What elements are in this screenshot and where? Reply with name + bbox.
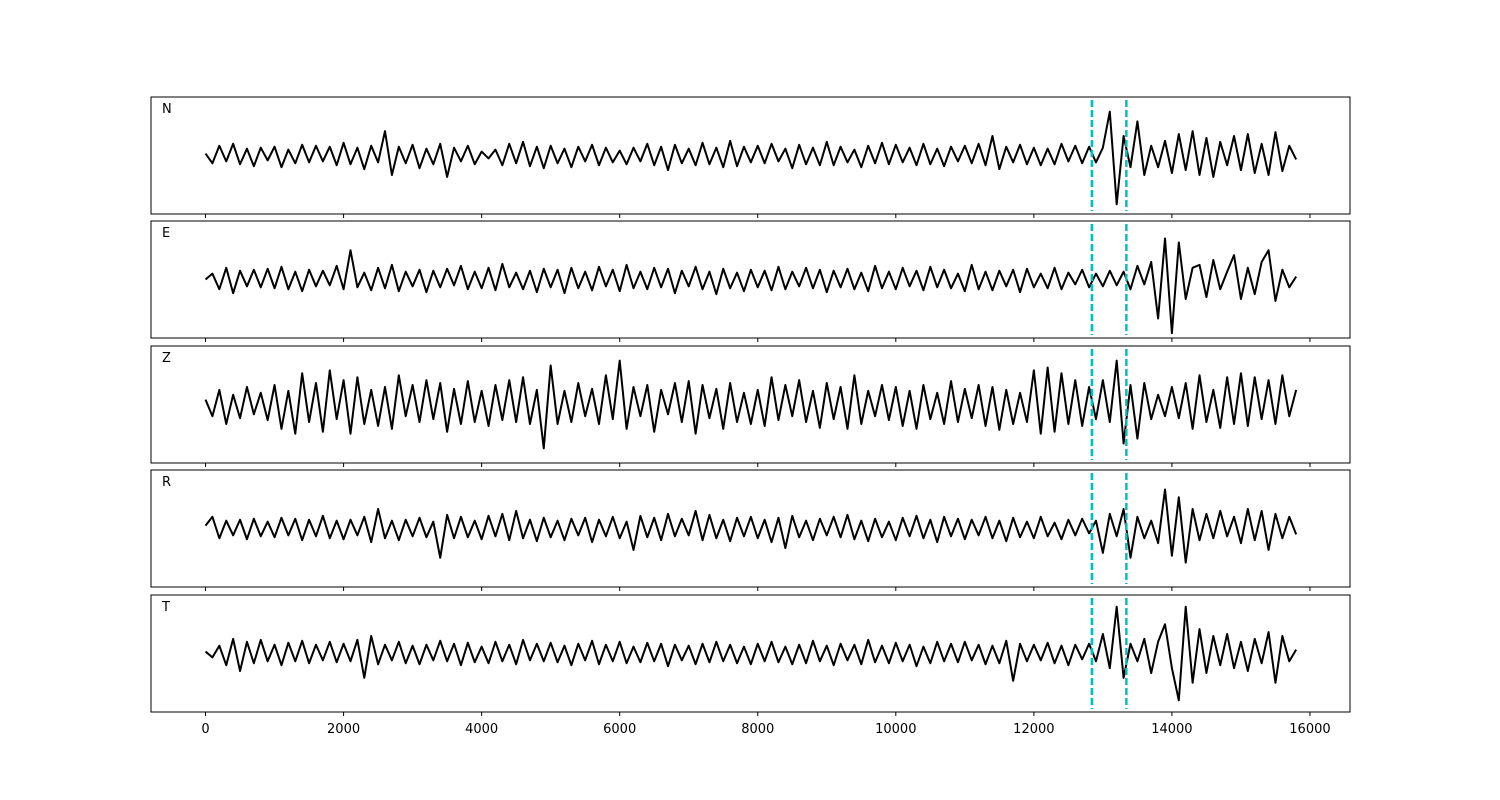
x-tick-label: 0 <box>201 722 209 737</box>
panel-frame <box>150 96 1351 215</box>
panel-label: T <box>161 600 170 615</box>
panel-label: E <box>162 226 170 241</box>
x-tick-label: 16000 <box>1289 722 1330 737</box>
panel-frame <box>150 220 1351 339</box>
trace <box>204 488 1298 564</box>
x-tick-label: 14000 <box>1151 722 1192 737</box>
panel-label: N <box>162 102 172 117</box>
panel-label: R <box>162 475 171 490</box>
panel-frame <box>150 594 1351 713</box>
x-tick-label: 10000 <box>875 722 916 737</box>
trace <box>204 110 1298 206</box>
panel-frame <box>150 469 1351 588</box>
panel-label: Z <box>162 351 171 366</box>
x-tick-label: 4000 <box>465 722 498 737</box>
x-tick-label: 12000 <box>1013 722 1054 737</box>
trace <box>204 237 1298 335</box>
panel-frame <box>150 345 1351 464</box>
x-tick-label: 2000 <box>327 722 360 737</box>
trace <box>204 359 1298 450</box>
x-tick-label: 6000 <box>603 722 636 737</box>
x-tick-label: 8000 <box>741 722 774 737</box>
trace <box>204 605 1298 702</box>
